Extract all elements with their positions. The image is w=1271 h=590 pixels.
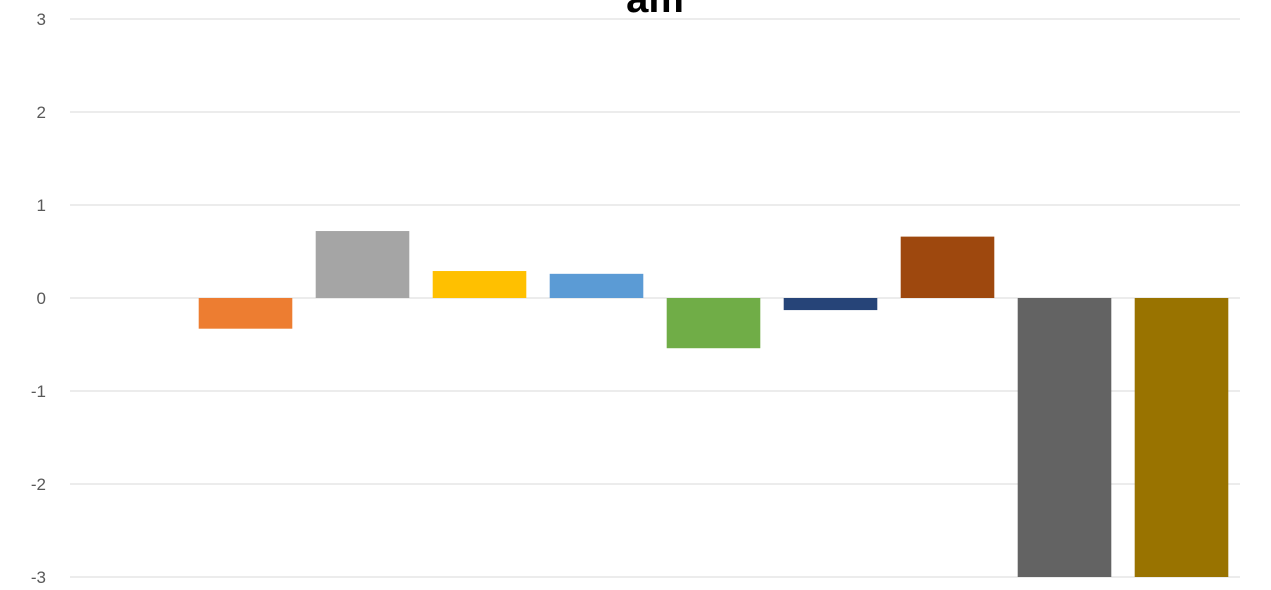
y-tick-label: -2 (31, 475, 46, 494)
bar (783, 298, 878, 311)
bars (198, 231, 1229, 577)
chart-title: am (626, 0, 684, 21)
bar (1017, 298, 1112, 577)
bar (549, 273, 644, 298)
y-tick-label: 1 (37, 196, 46, 215)
bar (666, 298, 761, 349)
y-tick-label: 2 (37, 103, 46, 122)
y-axis-tick-labels: 3 2 1 0 -1 -2 -3 (31, 10, 46, 587)
y-tick-label: 3 (37, 10, 46, 29)
y-tick-label: -1 (31, 382, 46, 401)
bar (198, 298, 293, 329)
y-tick-label: 0 (37, 289, 46, 308)
bar (315, 231, 410, 298)
y-tick-label: -3 (31, 568, 46, 587)
bar (900, 236, 995, 298)
bar (1134, 298, 1229, 577)
bar (432, 271, 527, 298)
